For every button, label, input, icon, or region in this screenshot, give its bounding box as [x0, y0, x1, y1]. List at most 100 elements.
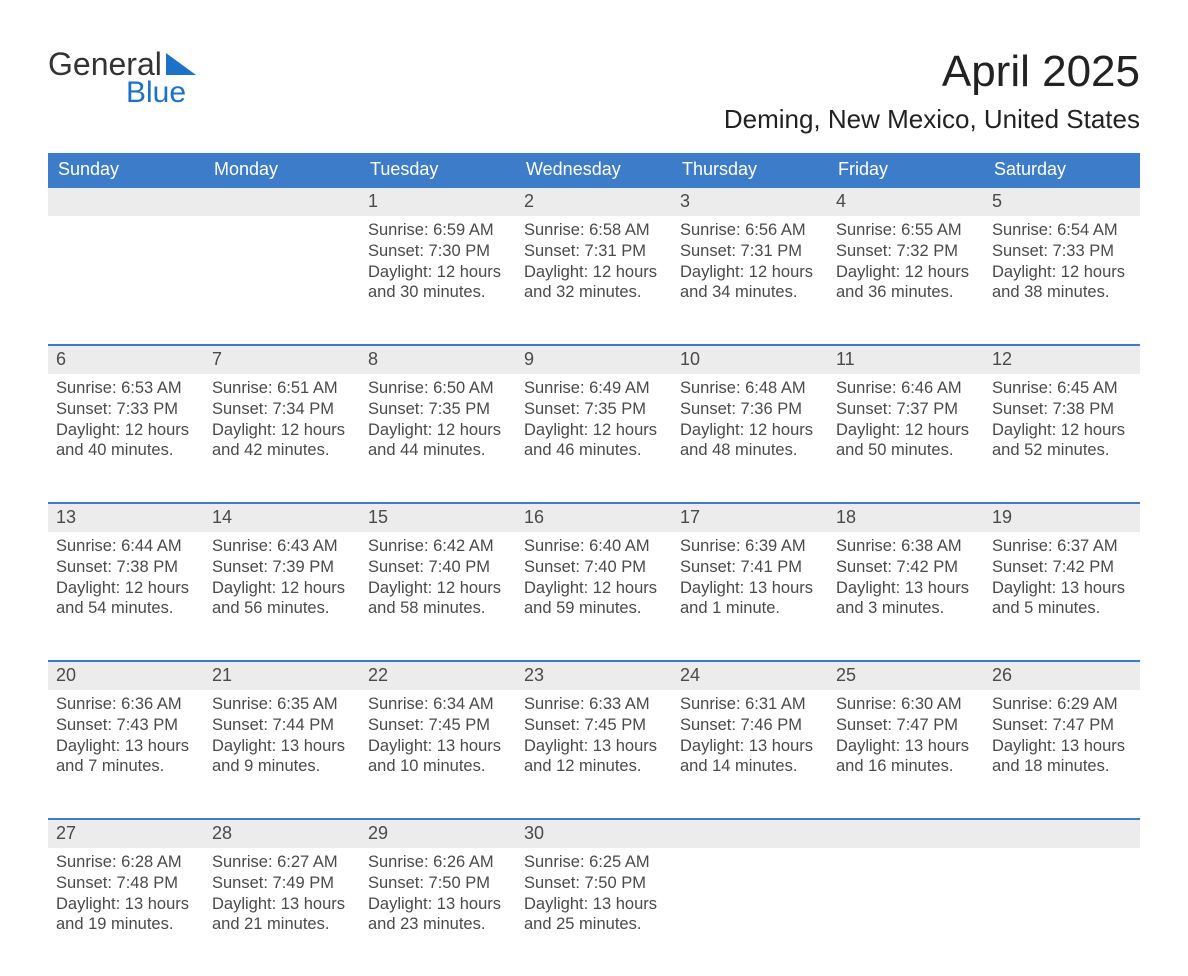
- sunrise-line: Sunrise: 6:27 AM: [212, 852, 352, 873]
- day-number: 24: [672, 662, 828, 690]
- weekday-header: Thursday: [672, 153, 828, 187]
- day-body-cell: Sunrise: 6:39 AMSunset: 7:41 PMDaylight:…: [672, 532, 828, 661]
- day-number: 9: [516, 346, 672, 374]
- daylight-line: Daylight: 12 hours and 38 minutes.: [992, 262, 1132, 303]
- day-number: 10: [672, 346, 828, 374]
- daylight-line: Daylight: 13 hours and 10 minutes.: [368, 736, 508, 777]
- day-body-cell: Sunrise: 6:59 AMSunset: 7:30 PMDaylight:…: [360, 216, 516, 345]
- sunrise-line: Sunrise: 6:56 AM: [680, 220, 820, 241]
- sunrise-line: Sunrise: 6:53 AM: [56, 378, 196, 399]
- day-body: Sunrise: 6:27 AMSunset: 7:49 PMDaylight:…: [204, 848, 360, 945]
- day-body-cell: Sunrise: 6:35 AMSunset: 7:44 PMDaylight:…: [204, 690, 360, 819]
- day-number-cell: 10: [672, 345, 828, 374]
- daylight-line: Daylight: 13 hours and 7 minutes.: [56, 736, 196, 777]
- sunrise-line: Sunrise: 6:35 AM: [212, 694, 352, 715]
- day-number-cell: 27: [48, 819, 204, 848]
- day-number: 26: [984, 662, 1140, 690]
- day-number-cell: 29: [360, 819, 516, 848]
- day-body: Sunrise: 6:37 AMSunset: 7:42 PMDaylight:…: [984, 532, 1140, 629]
- day-body: Sunrise: 6:54 AMSunset: 7:33 PMDaylight:…: [984, 216, 1140, 313]
- sunrise-line: Sunrise: 6:50 AM: [368, 378, 508, 399]
- day-number-cell: 20: [48, 661, 204, 690]
- weekday-header: Sunday: [48, 153, 204, 187]
- day-body: [984, 848, 1140, 862]
- day-number-cell: [984, 819, 1140, 848]
- day-body-cell: [984, 848, 1140, 976]
- sunrise-line: Sunrise: 6:42 AM: [368, 536, 508, 557]
- sunset-line: Sunset: 7:44 PM: [212, 715, 352, 736]
- day-body: Sunrise: 6:26 AMSunset: 7:50 PMDaylight:…: [360, 848, 516, 945]
- day-number: 22: [360, 662, 516, 690]
- day-number-cell: [48, 187, 204, 216]
- day-number-cell: 13: [48, 503, 204, 532]
- day-body-cell: [48, 216, 204, 345]
- sunset-line: Sunset: 7:42 PM: [992, 557, 1132, 578]
- day-body-cell: Sunrise: 6:26 AMSunset: 7:50 PMDaylight:…: [360, 848, 516, 976]
- daylight-line: Daylight: 13 hours and 3 minutes.: [836, 578, 976, 619]
- weekday-header: Monday: [204, 153, 360, 187]
- day-body-cell: [828, 848, 984, 976]
- day-body-cell: [672, 848, 828, 976]
- day-body-cell: Sunrise: 6:33 AMSunset: 7:45 PMDaylight:…: [516, 690, 672, 819]
- day-body: [828, 848, 984, 862]
- day-number-cell: 5: [984, 187, 1140, 216]
- day-number-cell: 24: [672, 661, 828, 690]
- sunset-line: Sunset: 7:32 PM: [836, 241, 976, 262]
- sunset-line: Sunset: 7:34 PM: [212, 399, 352, 420]
- sunset-line: Sunset: 7:43 PM: [56, 715, 196, 736]
- day-body: Sunrise: 6:50 AMSunset: 7:35 PMDaylight:…: [360, 374, 516, 471]
- day-number: 11: [828, 346, 984, 374]
- brand-triangle-icon: [166, 53, 196, 75]
- day-body-cell: Sunrise: 6:53 AMSunset: 7:33 PMDaylight:…: [48, 374, 204, 503]
- daylight-line: Daylight: 12 hours and 48 minutes.: [680, 420, 820, 461]
- daylight-line: Daylight: 13 hours and 16 minutes.: [836, 736, 976, 777]
- day-number: 15: [360, 504, 516, 532]
- sunrise-line: Sunrise: 6:25 AM: [524, 852, 664, 873]
- sunset-line: Sunset: 7:37 PM: [836, 399, 976, 420]
- day-body: Sunrise: 6:30 AMSunset: 7:47 PMDaylight:…: [828, 690, 984, 787]
- day-body-cell: Sunrise: 6:56 AMSunset: 7:31 PMDaylight:…: [672, 216, 828, 345]
- day-number-cell: 6: [48, 345, 204, 374]
- day-number: 20: [48, 662, 204, 690]
- week-body-row: Sunrise: 6:59 AMSunset: 7:30 PMDaylight:…: [48, 216, 1140, 345]
- day-body-cell: Sunrise: 6:58 AMSunset: 7:31 PMDaylight:…: [516, 216, 672, 345]
- page-title: April 2025: [724, 48, 1140, 96]
- day-number-cell: 22: [360, 661, 516, 690]
- day-body: Sunrise: 6:25 AMSunset: 7:50 PMDaylight:…: [516, 848, 672, 945]
- day-number-cell: 1: [360, 187, 516, 216]
- sunrise-line: Sunrise: 6:36 AM: [56, 694, 196, 715]
- sunrise-line: Sunrise: 6:43 AM: [212, 536, 352, 557]
- week-body-row: Sunrise: 6:53 AMSunset: 7:33 PMDaylight:…: [48, 374, 1140, 503]
- sunrise-line: Sunrise: 6:34 AM: [368, 694, 508, 715]
- sunset-line: Sunset: 7:35 PM: [368, 399, 508, 420]
- day-number: 8: [360, 346, 516, 374]
- sunrise-line: Sunrise: 6:59 AM: [368, 220, 508, 241]
- daylight-line: Daylight: 13 hours and 14 minutes.: [680, 736, 820, 777]
- day-body: Sunrise: 6:45 AMSunset: 7:38 PMDaylight:…: [984, 374, 1140, 471]
- daylight-line: Daylight: 13 hours and 9 minutes.: [212, 736, 352, 777]
- sunrise-line: Sunrise: 6:31 AM: [680, 694, 820, 715]
- week-body-row: Sunrise: 6:36 AMSunset: 7:43 PMDaylight:…: [48, 690, 1140, 819]
- day-body: Sunrise: 6:55 AMSunset: 7:32 PMDaylight:…: [828, 216, 984, 313]
- day-body-cell: Sunrise: 6:42 AMSunset: 7:40 PMDaylight:…: [360, 532, 516, 661]
- week-daynum-row: 6789101112: [48, 345, 1140, 374]
- day-number: 12: [984, 346, 1140, 374]
- day-body: Sunrise: 6:46 AMSunset: 7:37 PMDaylight:…: [828, 374, 984, 471]
- sunrise-line: Sunrise: 6:37 AM: [992, 536, 1132, 557]
- day-number-cell: [672, 819, 828, 848]
- daylight-line: Daylight: 12 hours and 44 minutes.: [368, 420, 508, 461]
- daylight-line: Daylight: 12 hours and 32 minutes.: [524, 262, 664, 303]
- sunrise-line: Sunrise: 6:40 AM: [524, 536, 664, 557]
- day-body-cell: Sunrise: 6:38 AMSunset: 7:42 PMDaylight:…: [828, 532, 984, 661]
- daylight-line: Daylight: 12 hours and 36 minutes.: [836, 262, 976, 303]
- sunrise-line: Sunrise: 6:28 AM: [56, 852, 196, 873]
- sunset-line: Sunset: 7:45 PM: [368, 715, 508, 736]
- sunset-line: Sunset: 7:33 PM: [992, 241, 1132, 262]
- sunrise-line: Sunrise: 6:39 AM: [680, 536, 820, 557]
- day-body-cell: [204, 216, 360, 345]
- day-body: Sunrise: 6:48 AMSunset: 7:36 PMDaylight:…: [672, 374, 828, 471]
- day-number-cell: 8: [360, 345, 516, 374]
- sunset-line: Sunset: 7:45 PM: [524, 715, 664, 736]
- sunrise-line: Sunrise: 6:30 AM: [836, 694, 976, 715]
- day-body-cell: Sunrise: 6:46 AMSunset: 7:37 PMDaylight:…: [828, 374, 984, 503]
